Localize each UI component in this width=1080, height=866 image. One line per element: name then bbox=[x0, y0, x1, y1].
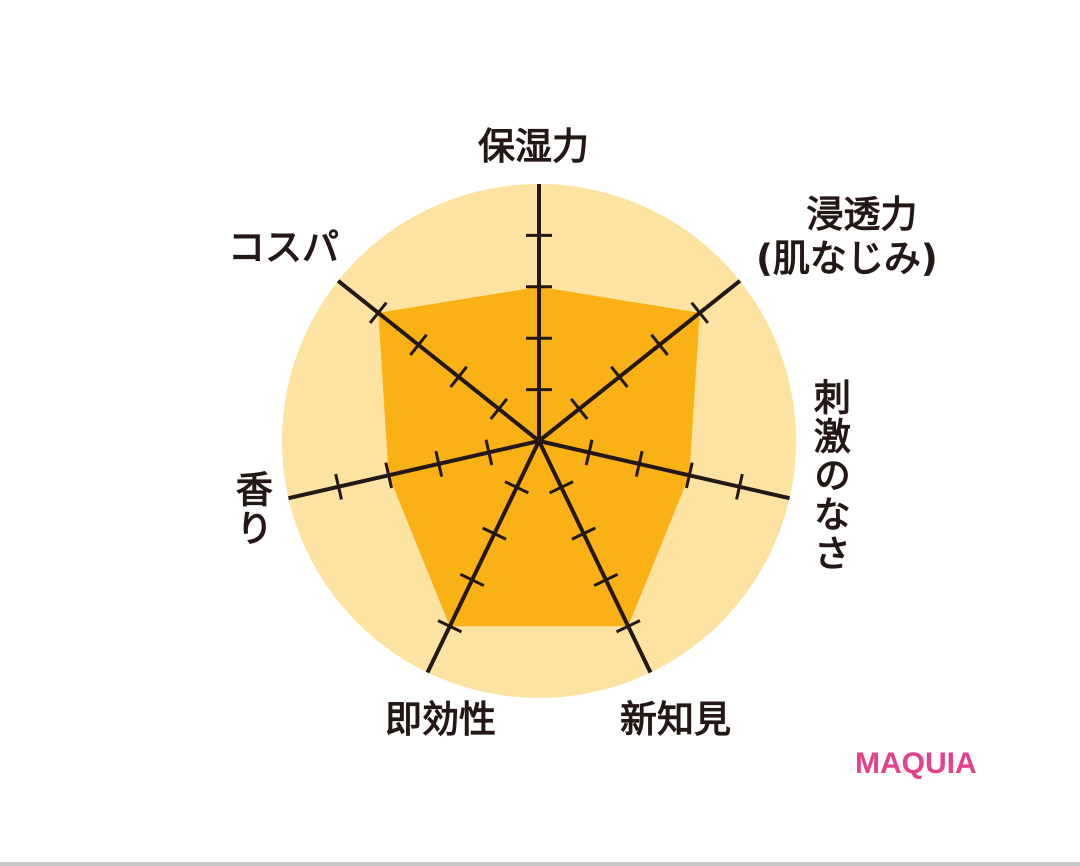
axis-tick bbox=[434, 450, 444, 477]
axis-tick bbox=[334, 473, 343, 500]
axis-tick bbox=[489, 397, 509, 421]
axis-tick bbox=[690, 301, 710, 324]
axis-tick bbox=[482, 526, 507, 541]
maquia-logo: MAQUIA bbox=[855, 747, 977, 780]
axis-label-immediate-effect: 即効性 bbox=[385, 698, 496, 741]
axis-tick bbox=[571, 526, 596, 541]
axis-label-cost-performance: コスパ bbox=[228, 226, 339, 269]
axis-line bbox=[287, 439, 540, 501]
axis-label-penetration-line2: (肌なじみ) bbox=[756, 237, 938, 281]
axis-tick bbox=[615, 619, 641, 634]
axis-tick bbox=[504, 480, 530, 495]
axis-label-novelty: 新知見 bbox=[620, 698, 731, 741]
axis-tick bbox=[684, 462, 694, 489]
axis-tick bbox=[548, 480, 574, 495]
axis-label-penetration: 浸透力 (肌なじみ) bbox=[756, 193, 938, 282]
axis-tick bbox=[384, 462, 394, 489]
axis-tick bbox=[449, 365, 468, 389]
axis-tick bbox=[634, 450, 644, 477]
axis-tick bbox=[368, 301, 388, 324]
axis-line bbox=[537, 440, 653, 674]
axis-label-moisture: 保湿力 bbox=[478, 125, 589, 168]
axis-tick bbox=[610, 365, 629, 389]
axis-tick bbox=[409, 333, 428, 356]
axis-line bbox=[425, 440, 541, 674]
axis-tick bbox=[584, 439, 594, 466]
axis-tick bbox=[484, 439, 494, 466]
bottom-divider bbox=[0, 862, 1080, 866]
value-polygon bbox=[378, 286, 700, 627]
axis-tick bbox=[459, 572, 485, 587]
axis-tick bbox=[735, 473, 744, 500]
axis-line bbox=[336, 279, 541, 443]
axis-label-penetration-line1: 浸透力 bbox=[806, 193, 918, 236]
axis-tick bbox=[593, 572, 619, 587]
axis-label-low-irritation: 刺激のなさ bbox=[807, 378, 851, 573]
axis-line bbox=[537, 279, 742, 443]
axis-tick bbox=[437, 619, 463, 634]
axis-tick bbox=[569, 397, 589, 421]
axis-line bbox=[538, 439, 791, 501]
axis-tick bbox=[650, 333, 669, 356]
axis-label-fragrance: 香り bbox=[229, 470, 273, 548]
